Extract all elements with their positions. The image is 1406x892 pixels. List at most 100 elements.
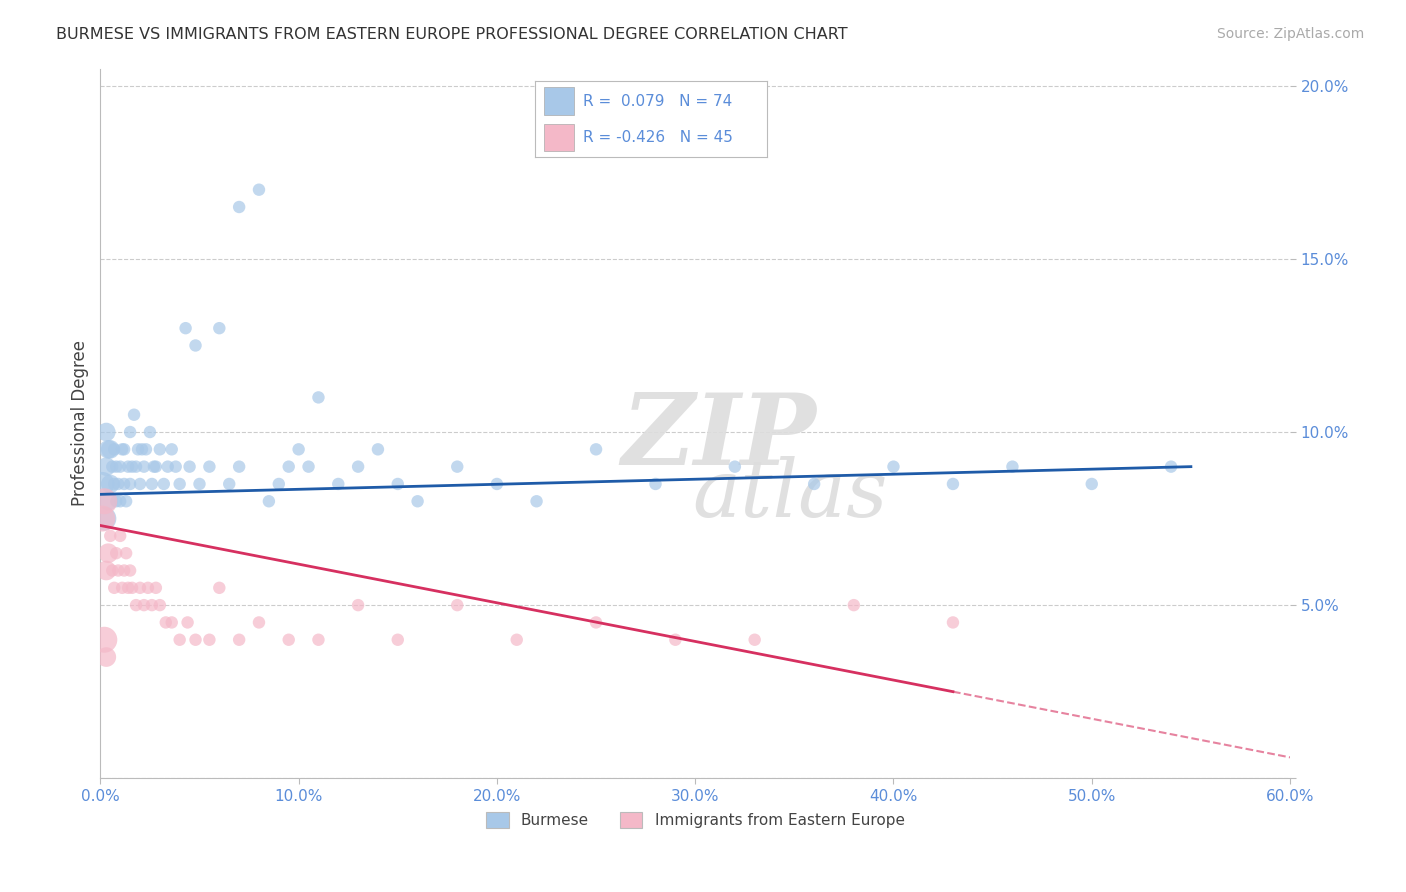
Point	[585, 442, 607, 457]
Point	[117, 581, 139, 595]
Point	[105, 494, 128, 508]
Point	[446, 598, 468, 612]
Point	[135, 442, 157, 457]
Point	[1160, 459, 1182, 474]
Point	[131, 442, 153, 457]
Point	[91, 511, 114, 525]
Point	[93, 632, 115, 647]
Point	[228, 459, 250, 474]
Point	[803, 477, 825, 491]
Point	[105, 459, 128, 474]
Text: ZIP: ZIP	[621, 389, 817, 486]
Point	[153, 477, 176, 491]
Point	[93, 511, 115, 525]
Point	[307, 632, 329, 647]
Text: Source: ZipAtlas.com: Source: ZipAtlas.com	[1216, 27, 1364, 41]
Point	[98, 477, 121, 491]
Point	[125, 598, 148, 612]
Point	[96, 425, 118, 439]
Point	[257, 494, 280, 508]
Point	[842, 598, 865, 612]
Point	[97, 442, 120, 457]
Point	[149, 442, 172, 457]
Legend: Burmese, Immigrants from Eastern Europe: Burmese, Immigrants from Eastern Europe	[479, 806, 911, 834]
Point	[184, 632, 207, 647]
Text: BURMESE VS IMMIGRANTS FROM EASTERN EUROPE PROFESSIONAL DEGREE CORRELATION CHART: BURMESE VS IMMIGRANTS FROM EASTERN EUROP…	[56, 27, 848, 42]
Point	[160, 442, 183, 457]
Point	[307, 391, 329, 405]
Point	[142, 459, 165, 474]
Point	[132, 459, 155, 474]
Point	[96, 459, 118, 474]
Point	[129, 581, 152, 595]
Point	[98, 529, 121, 543]
Point	[103, 581, 125, 595]
Point	[132, 598, 155, 612]
Point	[141, 598, 163, 612]
Point	[121, 581, 143, 595]
Point	[367, 442, 389, 457]
Point	[169, 477, 191, 491]
Point	[107, 477, 129, 491]
Point	[111, 442, 134, 457]
Point	[96, 650, 118, 665]
Y-axis label: Professional Degree: Professional Degree	[72, 341, 89, 507]
Point	[165, 459, 187, 474]
Point	[91, 477, 114, 491]
Point	[112, 442, 135, 457]
Point	[107, 564, 129, 578]
Point	[108, 494, 131, 508]
Point	[129, 477, 152, 491]
Point	[101, 564, 124, 578]
Point	[297, 459, 319, 474]
Point	[101, 459, 124, 474]
Point	[184, 338, 207, 352]
Point	[155, 615, 177, 630]
Point	[120, 425, 142, 439]
Point	[105, 546, 128, 560]
Point	[724, 459, 747, 474]
Point	[115, 494, 138, 508]
Point	[664, 632, 686, 647]
Point	[103, 477, 125, 491]
Point	[96, 564, 118, 578]
Point	[198, 459, 221, 474]
Point	[93, 494, 115, 508]
Point	[149, 598, 172, 612]
Point	[122, 408, 145, 422]
Point	[160, 615, 183, 630]
Point	[174, 321, 197, 335]
Point	[882, 459, 904, 474]
Point	[97, 494, 120, 508]
Point	[156, 459, 179, 474]
Point	[228, 632, 250, 647]
Point	[97, 546, 120, 560]
Point	[112, 477, 135, 491]
Point	[277, 459, 299, 474]
Point	[247, 183, 270, 197]
Point	[120, 564, 142, 578]
Point	[228, 200, 250, 214]
Point	[506, 632, 529, 647]
Point	[942, 477, 965, 491]
Point	[145, 459, 167, 474]
Point	[406, 494, 429, 508]
Point	[127, 442, 149, 457]
Text: atlas: atlas	[693, 456, 889, 533]
Point	[108, 529, 131, 543]
Point	[176, 615, 198, 630]
Point	[277, 632, 299, 647]
Point	[141, 477, 163, 491]
Point	[208, 321, 231, 335]
Point	[169, 632, 191, 647]
Point	[387, 477, 409, 491]
Point	[198, 632, 221, 647]
Point	[136, 581, 159, 595]
Point	[121, 459, 143, 474]
Point	[942, 615, 965, 630]
Point	[1001, 459, 1024, 474]
Point	[145, 581, 167, 595]
Point	[188, 477, 211, 491]
Point	[644, 477, 666, 491]
Point	[267, 477, 290, 491]
